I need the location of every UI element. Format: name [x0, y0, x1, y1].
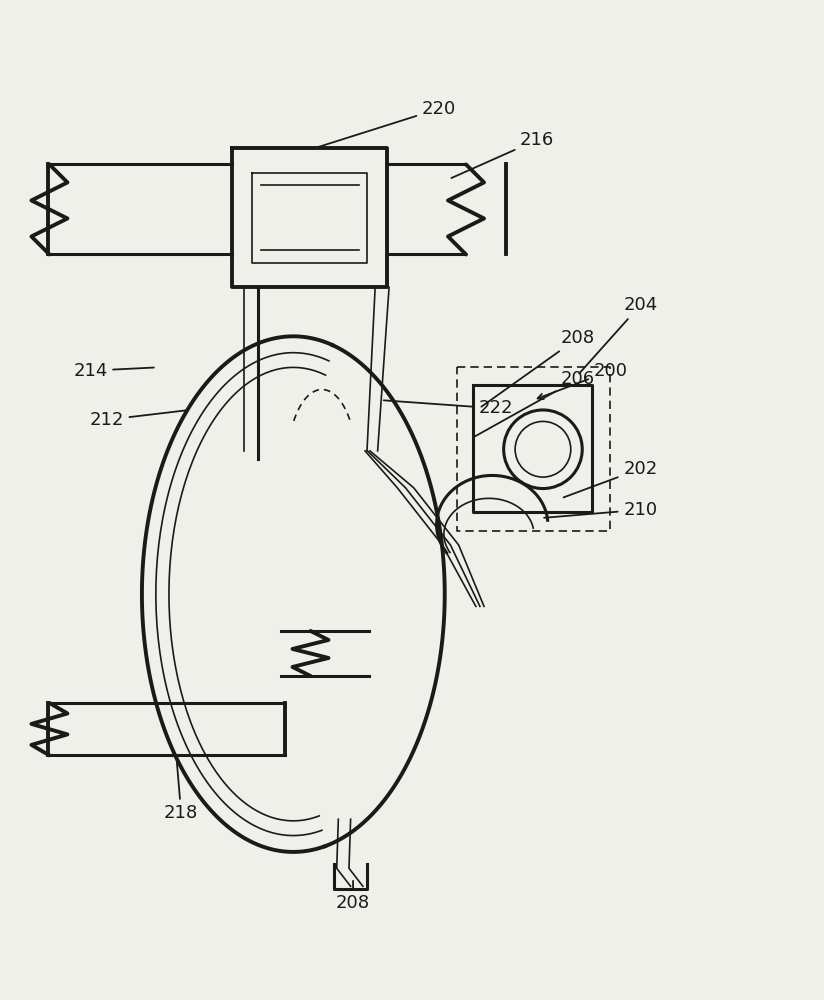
Text: 210: 210: [544, 501, 658, 519]
Text: 214: 214: [73, 362, 154, 380]
Text: 220: 220: [312, 100, 456, 149]
Text: 202: 202: [564, 460, 658, 497]
Text: 204: 204: [579, 296, 658, 374]
Text: 208: 208: [336, 881, 370, 912]
Text: 216: 216: [452, 131, 555, 178]
Text: 206: 206: [473, 370, 595, 437]
Text: 200: 200: [537, 362, 628, 399]
Text: 208: 208: [481, 329, 595, 407]
Text: 222: 222: [384, 399, 513, 417]
Text: 212: 212: [90, 410, 186, 429]
Text: 218: 218: [164, 758, 199, 822]
